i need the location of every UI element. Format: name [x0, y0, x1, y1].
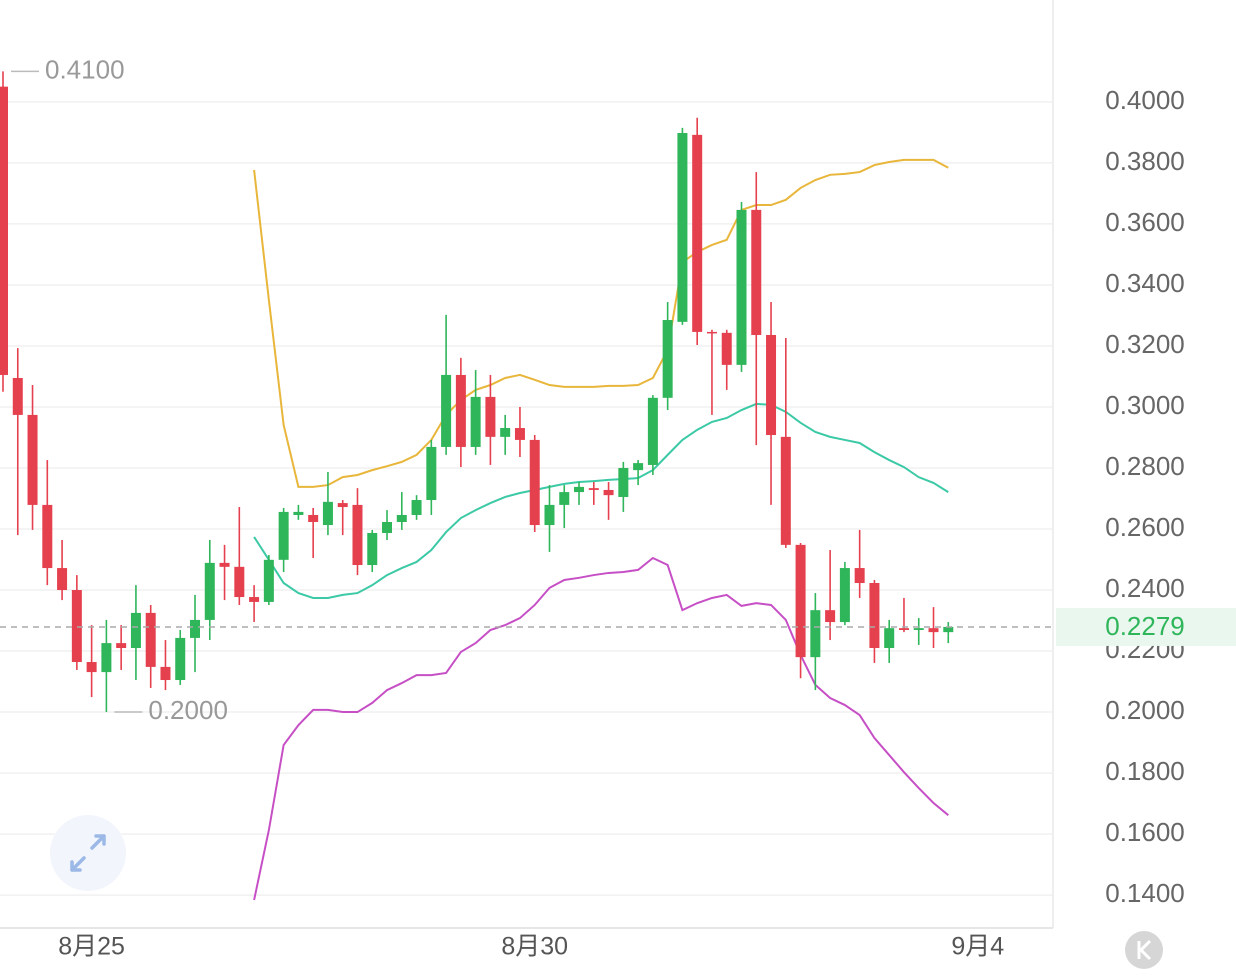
candle-body [0, 86, 8, 375]
candle-body [352, 504, 363, 566]
candle-body [588, 488, 599, 490]
candle-body [175, 637, 186, 681]
y-tick-label: 0.1600 [1105, 817, 1185, 847]
candle-body [382, 521, 393, 533]
y-tick-label: 0.4000 [1105, 85, 1185, 115]
candle-body [426, 446, 437, 501]
candle-body [57, 568, 68, 591]
candle-body [411, 500, 422, 515]
y-tick-label: 0.3400 [1105, 268, 1185, 298]
y-tick-label: 0.1800 [1105, 756, 1185, 786]
y-tick-label: 0.2600 [1105, 512, 1185, 542]
labels: 0.14000.16000.18000.20000.22000.24000.26… [0, 54, 1236, 961]
candle-body [485, 396, 496, 437]
candle-body [337, 503, 348, 508]
candle-body [574, 486, 585, 493]
candle-body [42, 504, 53, 569]
candle-body [455, 374, 466, 447]
candle-body [603, 489, 614, 496]
grid [0, 101, 1053, 896]
candle-body [470, 396, 481, 447]
candle-body [441, 374, 452, 447]
candle-body [234, 566, 245, 598]
marker-label: 0.4100 [45, 54, 125, 84]
candle-body [677, 133, 688, 322]
candle-body [706, 331, 717, 334]
candle-body [145, 612, 156, 667]
candle-body [293, 511, 304, 515]
marker-label: 0.2000 [148, 695, 228, 725]
candle-body [839, 568, 850, 623]
candle-body [928, 628, 939, 633]
x-tick-label: 9月4 [951, 933, 1004, 961]
expand-button[interactable] [50, 815, 126, 891]
x-tick-label: 8月25 [58, 933, 125, 961]
y-tick-label: 0.2800 [1105, 451, 1185, 481]
candle-body [322, 501, 333, 526]
candle-body [367, 532, 378, 566]
candle-body [500, 428, 511, 437]
candle-body [219, 562, 230, 567]
last-price-box [1056, 607, 1236, 646]
candle-body [514, 428, 525, 440]
candle-body [618, 467, 629, 497]
candle-body [869, 583, 880, 648]
candle-body [544, 504, 555, 526]
y-tick-label: 0.1400 [1105, 878, 1185, 908]
candle-body [130, 612, 141, 648]
candle-body [396, 514, 407, 522]
candle-body [766, 334, 777, 436]
last-price-label: 0.2279 [1105, 611, 1185, 641]
candle-body [12, 377, 23, 415]
k-button[interactable] [1125, 931, 1163, 969]
candle-body [249, 597, 260, 602]
candle-body [101, 643, 112, 673]
y-tick-label: 0.2000 [1105, 695, 1185, 725]
band-line [253, 402, 949, 599]
y-tick-label: 0.3600 [1105, 207, 1185, 237]
candle-body [263, 559, 274, 602]
candle-body [204, 562, 215, 620]
band-line [253, 158, 949, 488]
candle-body [721, 332, 732, 365]
candle-body [884, 628, 895, 648]
candle-body [86, 662, 97, 673]
candle-body [825, 610, 836, 623]
candle-body [736, 209, 747, 365]
candle-body [633, 463, 644, 471]
candle-body [780, 436, 791, 545]
marks [0, 71, 954, 901]
band-line [253, 556, 949, 901]
candle-body [308, 514, 319, 522]
candle-body [559, 492, 570, 505]
y-tick-label: 0.2400 [1105, 573, 1185, 603]
candle-body [854, 568, 865, 584]
candle-body [898, 628, 909, 630]
candle-body [190, 619, 201, 638]
candle-body [662, 320, 673, 398]
candle-body [647, 397, 658, 465]
candle-body [27, 414, 38, 505]
candle-body [160, 666, 171, 681]
candle-body [692, 134, 703, 332]
y-tick-label: 0.3000 [1105, 390, 1185, 420]
y-tick-label: 0.3800 [1105, 146, 1185, 176]
candle-body [278, 511, 289, 560]
candle-body [943, 626, 954, 633]
y-tick-label: 0.3200 [1105, 329, 1185, 359]
candle-body [795, 544, 806, 658]
x-tick-label: 8月30 [501, 933, 568, 961]
candle-body [71, 590, 82, 663]
candle-body [116, 643, 127, 648]
candle-body [751, 209, 762, 335]
candle-body [529, 439, 540, 526]
candle-body [810, 610, 821, 658]
candle-body [913, 628, 924, 630]
